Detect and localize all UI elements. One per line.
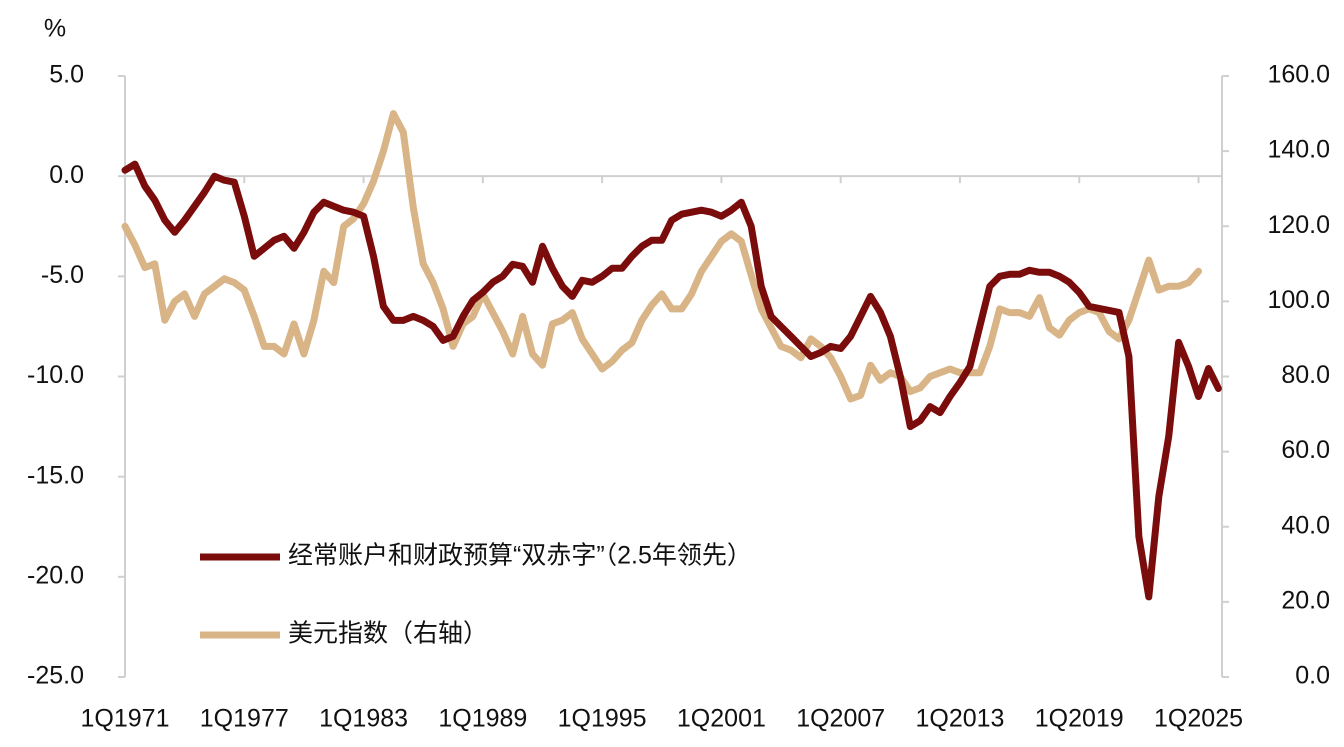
x-tick-label: 1Q2025 [1154, 705, 1243, 733]
x-tick-label: 1Q2007 [796, 705, 885, 733]
y-tick-label: -15.0 [27, 461, 84, 489]
y-tick-label: 0.0 [49, 161, 84, 189]
y-tick-label: -10.0 [27, 361, 84, 389]
legend-label: 经常账户和财政预算“双赤字”（2.5年领先） [288, 542, 752, 570]
y2-tick-label: 0.0 [1295, 662, 1330, 690]
y2-tick-label: 80.0 [1281, 361, 1330, 389]
x-tick-label: 1Q1995 [558, 705, 647, 733]
y2-tick-label: 40.0 [1281, 511, 1330, 539]
y2-tick-label: 100.0 [1267, 286, 1330, 314]
y2-tick-label: 20.0 [1281, 586, 1330, 614]
x-tick-label: 1Q1977 [200, 705, 289, 733]
x-tick-label: 1Q2013 [915, 705, 1004, 733]
series-line [121, 160, 1222, 601]
x-tick-label: 1Q2001 [677, 705, 766, 733]
x-tick-label: 1Q2019 [1035, 705, 1124, 733]
y2-tick-label: 120.0 [1267, 211, 1330, 239]
y-tick-label: -25.0 [27, 662, 84, 690]
y-unit: % [44, 15, 66, 43]
y2-tick-label: 60.0 [1281, 436, 1330, 464]
x-tick-label: 1Q1971 [81, 705, 170, 733]
x-tick-label: 1Q1989 [438, 705, 527, 733]
x-tick-label: 1Q1983 [319, 705, 408, 733]
y-tick-label: 5.0 [49, 61, 84, 89]
y-tick-label: -20.0 [27, 561, 84, 589]
y-tick-label: -5.0 [41, 261, 84, 289]
series-line [121, 110, 1202, 403]
legend-label: 美元指数（右轴） [288, 620, 488, 648]
y2-tick-label: 140.0 [1267, 136, 1330, 164]
y2-tick-label: 160.0 [1267, 61, 1330, 89]
